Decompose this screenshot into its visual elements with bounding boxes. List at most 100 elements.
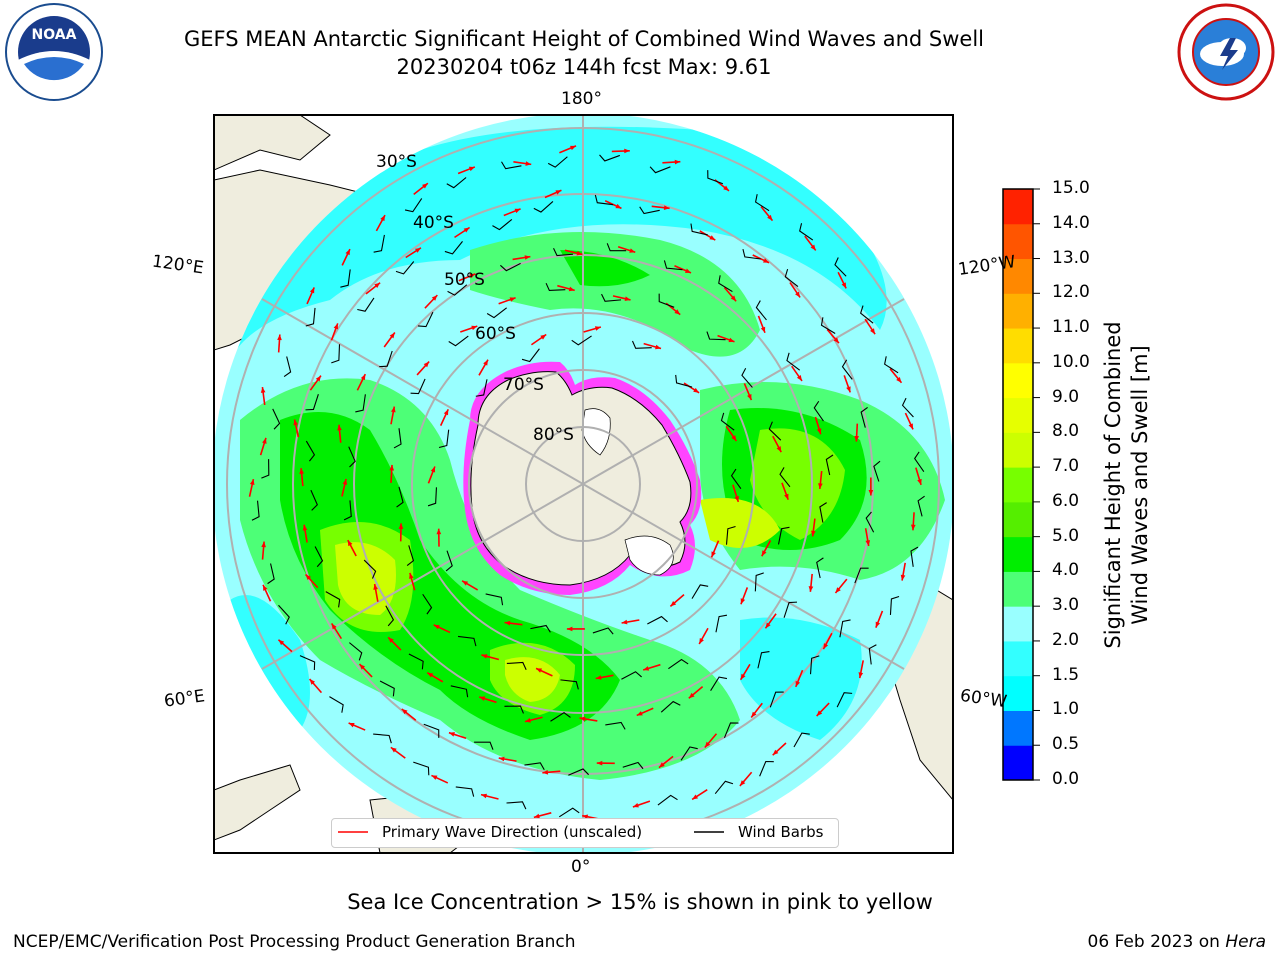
wind-barb (413, 761, 430, 776)
wave-direction-arrowhead (917, 478, 922, 485)
wind-barb (647, 615, 668, 625)
colorbar-tick-label: 5.0 (1052, 525, 1080, 546)
wind-barb (594, 194, 614, 206)
wind-barb (601, 293, 622, 302)
colorbar-segment (1003, 710, 1033, 746)
colorbar-tick-label: 8.0 (1052, 421, 1080, 442)
wave-direction-arrowhead (481, 793, 487, 799)
wind-barb (267, 563, 275, 585)
wave-direction-arrowhead (415, 247, 421, 253)
wind-barb (741, 368, 753, 388)
wave-direction-arrowhead (709, 235, 716, 241)
wave-direction-arrowhead (436, 528, 442, 535)
lat-label-70s: 70°S (503, 375, 544, 395)
wave-direction-arrowhead (504, 620, 511, 626)
noaa-logo: NOAA (5, 3, 103, 101)
legend: Primary Wave Direction (unscaled) Wind B… (331, 818, 839, 848)
wind-barb (485, 593, 504, 606)
legend-wind-barbs: Wind Barbs (738, 823, 824, 841)
wind-barb (631, 340, 652, 349)
wind-barb (768, 421, 782, 441)
wind-barb (305, 440, 316, 462)
wave-direction-arrowhead (388, 637, 394, 643)
wind-barb (786, 352, 801, 371)
wind-barb (707, 170, 724, 185)
wave-direction-arrowhead (469, 273, 476, 279)
wind-barb (404, 198, 423, 213)
colorbar-segment (1003, 501, 1033, 538)
wind-barb (445, 550, 453, 572)
wind-barb (393, 428, 402, 449)
wave-direction-arrowhead (427, 672, 434, 678)
wave-direction-arrowhead (858, 672, 864, 679)
colorbar-tick-label: 7.0 (1052, 456, 1080, 477)
colorbar-segment (1003, 467, 1033, 503)
wind-barb (769, 691, 784, 708)
colorbar-segment (1003, 640, 1033, 677)
wave-direction-arrowhead (760, 326, 766, 333)
wave-direction-arrowhead (841, 282, 847, 289)
colorbar-tick-label: 1.5 (1052, 664, 1080, 685)
wave-direction-arrowhead (374, 282, 381, 288)
wind-barb (742, 249, 761, 260)
wave-direction-arrowhead (762, 258, 769, 263)
wave-direction-arrowhead (643, 666, 650, 671)
wave-direction-arrowhead (360, 374, 366, 381)
chart-title: GEFS MEAN Antarctic Significant Height o… (183, 27, 985, 51)
wind-barb (340, 269, 351, 288)
wind-barb (606, 243, 627, 252)
wave-direction-arrowhead (674, 159, 681, 165)
wind-barb (854, 567, 869, 584)
wind-barb (357, 297, 375, 312)
wind-barb (889, 595, 900, 615)
colorbar-tick-label: 3.0 (1052, 595, 1080, 616)
wind-barb (901, 397, 914, 418)
wave-direction-arrowhead (278, 639, 285, 646)
wind-barb (639, 206, 660, 215)
wave-direction-arrowhead (481, 654, 488, 659)
wave-direction-arrowhead (636, 711, 643, 716)
sea-ice-note: Sea Ice Concentration > 15% is shown in … (347, 890, 933, 914)
wave-direction-arrowhead (422, 183, 428, 189)
wave-direction-arrowhead (765, 622, 771, 629)
wave-direction-arrowhead (293, 419, 298, 426)
wave-direction-arrowhead (595, 675, 602, 680)
wind-barb (714, 780, 734, 795)
colorbar-segment (1003, 675, 1033, 711)
wind-barb (349, 642, 363, 661)
wave-direction-arrowhead (277, 334, 282, 341)
lon-label-0: 0° (571, 857, 591, 877)
wave-direction-arrowhead (409, 572, 414, 579)
wave-direction-arrowhead (299, 468, 304, 474)
wave-direction-arrowhead (730, 295, 737, 302)
lat-label-60s: 60°S (475, 324, 516, 344)
wave-direction-arrowhead (431, 295, 438, 301)
wind-barb (547, 156, 568, 168)
wave-direction-arrowhead (468, 166, 475, 172)
footer-date-text: 06 Feb 2023 on (1087, 932, 1226, 952)
wind-barb (660, 700, 681, 713)
wind-barb (305, 307, 316, 327)
wave-direction-arrowhead (731, 435, 737, 442)
wind-barb (710, 676, 728, 691)
wave-direction-arrowhead (389, 464, 395, 471)
wind-barb (649, 166, 671, 174)
colorbar-tick-label: 2.0 (1052, 629, 1080, 650)
wave-direction-arrowhead (373, 584, 378, 590)
wave-direction-arrowhead (566, 626, 573, 632)
wave-direction-arrowhead (263, 584, 268, 591)
wind-barb (605, 721, 626, 730)
wind-barb (622, 761, 644, 770)
wind-barb (884, 356, 899, 374)
wind-barb (521, 348, 540, 363)
wave-direction-arrowhead (629, 248, 636, 253)
footer-machine: Hera (1225, 932, 1266, 952)
wave-direction-arrowhead (868, 489, 874, 496)
wind-barb (427, 487, 437, 507)
wind-barb (450, 685, 469, 698)
wave-direction-arrowhead (846, 386, 851, 393)
wind-barb (720, 412, 735, 431)
colorbar-segment (1003, 571, 1033, 607)
colorbar-segment (1003, 189, 1033, 225)
wind-barb (457, 635, 477, 647)
